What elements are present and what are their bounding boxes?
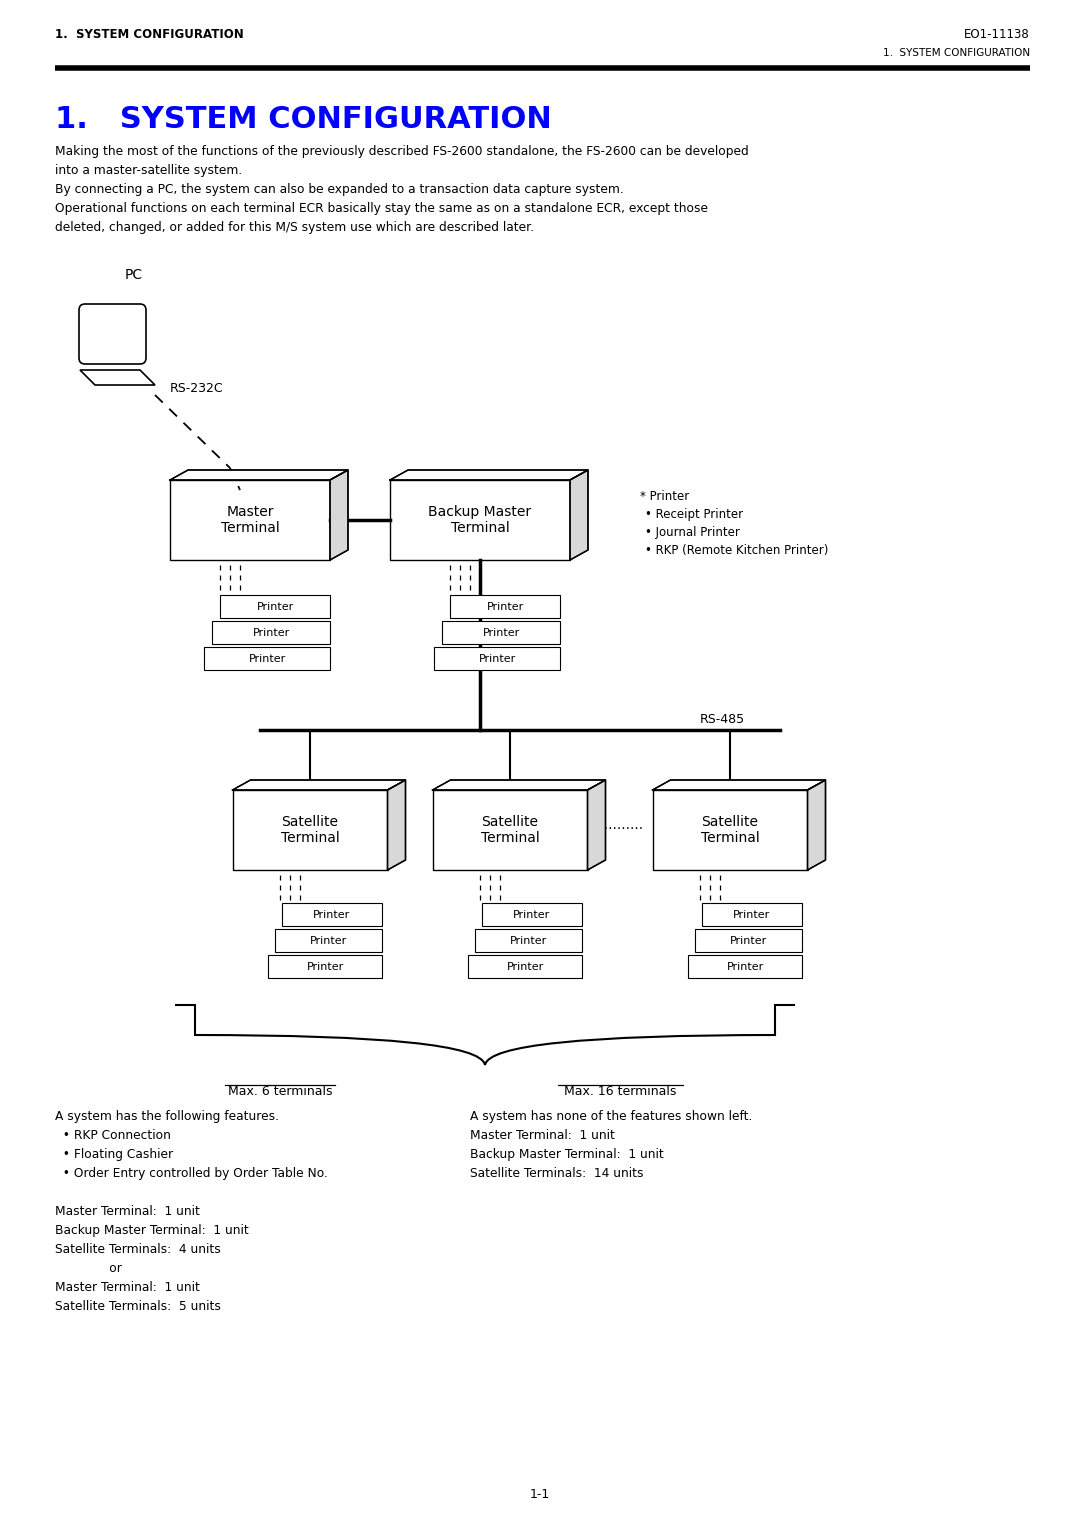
Bar	[432, 790, 588, 869]
Text: Printer: Printer	[510, 935, 548, 946]
Text: Backup Master Terminal:  1 unit: Backup Master Terminal: 1 unit	[470, 1148, 664, 1161]
Text: Satellite
Terminal: Satellite Terminal	[281, 814, 339, 845]
Text: Printer: Printer	[253, 628, 289, 637]
Bar	[390, 480, 570, 559]
Text: Printer: Printer	[307, 961, 343, 972]
Text: into a master-satellite system.: into a master-satellite system.	[55, 163, 242, 177]
Text: ...........: ...........	[596, 817, 644, 833]
Bar	[688, 955, 802, 978]
Text: Printer: Printer	[733, 909, 771, 920]
Polygon shape	[808, 779, 825, 869]
Text: Master Terminal:  1 unit: Master Terminal: 1 unit	[470, 1129, 615, 1141]
Bar	[442, 620, 561, 643]
Polygon shape	[388, 779, 405, 869]
Text: Making the most of the functions of the previously described FS-2600 standalone,: Making the most of the functions of the …	[55, 145, 748, 157]
Bar	[696, 929, 802, 952]
Polygon shape	[570, 471, 588, 559]
Bar	[275, 929, 382, 952]
Text: Master Terminal:  1 unit: Master Terminal: 1 unit	[55, 1280, 200, 1294]
Bar	[170, 480, 330, 559]
Polygon shape	[80, 370, 156, 385]
Text: Printer: Printer	[513, 909, 551, 920]
Text: * Printer: * Printer	[640, 490, 689, 503]
Text: Satellite Terminals:  14 units: Satellite Terminals: 14 units	[470, 1167, 644, 1180]
Text: 1.  SYSTEM CONFIGURATION: 1. SYSTEM CONFIGURATION	[882, 47, 1030, 58]
Bar	[212, 620, 330, 643]
Text: 1-1: 1-1	[530, 1488, 550, 1502]
Bar	[434, 646, 561, 669]
Text: • Floating Cashier: • Floating Cashier	[55, 1148, 173, 1161]
Polygon shape	[232, 779, 405, 790]
Text: Printer: Printer	[248, 654, 285, 663]
Text: Satellite Terminals:  5 units: Satellite Terminals: 5 units	[55, 1300, 221, 1313]
Text: Printer: Printer	[478, 654, 515, 663]
Text: Max. 6 terminals: Max. 6 terminals	[228, 1085, 333, 1099]
Polygon shape	[390, 471, 588, 480]
Text: Printer: Printer	[483, 628, 519, 637]
Bar	[268, 955, 382, 978]
Bar	[702, 903, 802, 926]
Text: Backup Master
Terminal: Backup Master Terminal	[429, 504, 531, 535]
Bar	[475, 929, 582, 952]
Text: deleted, changed, or added for this M/S system use which are described later.: deleted, changed, or added for this M/S …	[55, 222, 534, 234]
Text: • Order Entry controlled by Order Table No.: • Order Entry controlled by Order Table …	[55, 1167, 328, 1180]
FancyBboxPatch shape	[79, 304, 146, 364]
Text: • Journal Printer: • Journal Printer	[645, 526, 740, 539]
Text: 1.   SYSTEM CONFIGURATION: 1. SYSTEM CONFIGURATION	[55, 105, 552, 134]
Text: • RKP (Remote Kitchen Printer): • RKP (Remote Kitchen Printer)	[645, 544, 828, 558]
Polygon shape	[330, 471, 348, 559]
Text: • Receipt Printer: • Receipt Printer	[645, 507, 743, 521]
Bar	[204, 646, 330, 669]
Text: Printer: Printer	[313, 909, 351, 920]
Text: A system has the following features.: A system has the following features.	[55, 1109, 279, 1123]
Bar	[232, 790, 388, 869]
Text: EO1-11138: EO1-11138	[964, 28, 1030, 41]
Bar	[220, 594, 330, 617]
Text: Printer: Printer	[730, 935, 767, 946]
Text: RS-232C: RS-232C	[170, 382, 224, 396]
Text: Operational functions on each terminal ECR basically stay the same as on a stand: Operational functions on each terminal E…	[55, 202, 708, 215]
Polygon shape	[170, 471, 348, 480]
Text: RS-485: RS-485	[700, 714, 745, 726]
Bar	[482, 903, 582, 926]
Text: Backup Master Terminal:  1 unit: Backup Master Terminal: 1 unit	[55, 1224, 248, 1238]
Text: Max. 16 terminals: Max. 16 terminals	[564, 1085, 676, 1099]
Text: Printer: Printer	[486, 602, 524, 611]
Text: By connecting a PC, the system can also be expanded to a transaction data captur: By connecting a PC, the system can also …	[55, 183, 624, 196]
Bar	[282, 903, 382, 926]
Text: Satellite Terminals:  4 units: Satellite Terminals: 4 units	[55, 1242, 220, 1256]
Polygon shape	[432, 779, 606, 790]
Text: Printer: Printer	[310, 935, 347, 946]
Text: Printer: Printer	[256, 602, 294, 611]
Text: Satellite
Terminal: Satellite Terminal	[481, 814, 539, 845]
Text: Printer: Printer	[727, 961, 764, 972]
Polygon shape	[588, 779, 606, 869]
Text: Satellite
Terminal: Satellite Terminal	[701, 814, 759, 845]
Bar	[468, 955, 582, 978]
Bar	[652, 790, 808, 869]
Text: Printer: Printer	[507, 961, 543, 972]
Polygon shape	[652, 779, 825, 790]
Bar	[450, 594, 561, 617]
Text: 1.  SYSTEM CONFIGURATION: 1. SYSTEM CONFIGURATION	[55, 28, 244, 41]
Text: • RKP Connection: • RKP Connection	[55, 1129, 171, 1141]
Text: PC: PC	[125, 267, 144, 283]
Text: or: or	[55, 1262, 122, 1274]
Text: Master
Terminal: Master Terminal	[220, 504, 280, 535]
Text: Master Terminal:  1 unit: Master Terminal: 1 unit	[55, 1206, 200, 1218]
Text: A system has none of the features shown left.: A system has none of the features shown …	[470, 1109, 753, 1123]
